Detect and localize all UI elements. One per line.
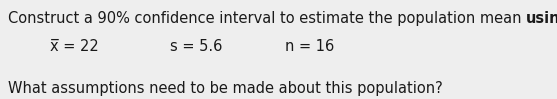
Text: n = 16: n = 16: [285, 39, 334, 54]
Text: s = 5.6: s = 5.6: [170, 39, 222, 54]
Text: x̅ = 22: x̅ = 22: [50, 39, 99, 54]
Text: Construct a 90% confidence interval to estimate the population mean: Construct a 90% confidence interval to e…: [8, 11, 526, 26]
Text: using: using: [526, 11, 557, 26]
Text: What assumptions need to be made about this population?: What assumptions need to be made about t…: [8, 81, 443, 96]
